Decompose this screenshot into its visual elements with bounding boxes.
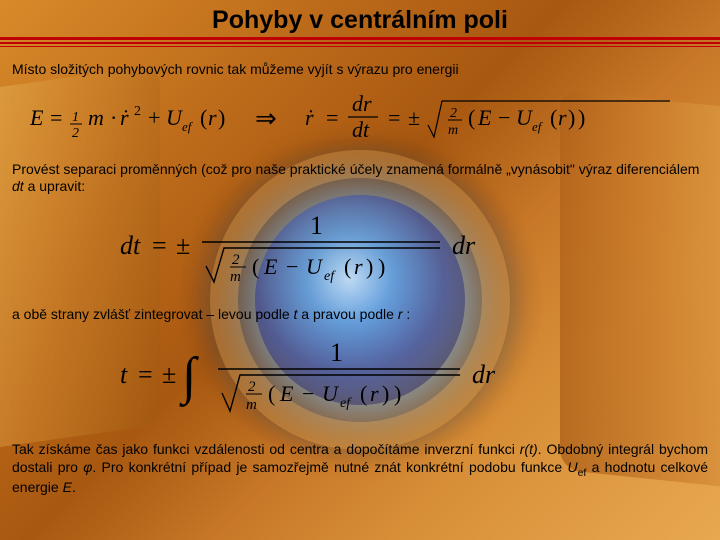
svg-text:±: ± — [176, 231, 190, 260]
svg-text:−: − — [286, 254, 298, 279]
underline-2 — [0, 42, 720, 44]
svg-text:⇒: ⇒ — [255, 104, 277, 133]
svg-text:m: m — [230, 269, 241, 285]
slide-content: Pohyby v centrálním poli Místo složitých… — [0, 0, 720, 540]
svg-text:(: ( — [252, 254, 259, 279]
svg-text:=: = — [50, 105, 62, 130]
svg-text:±: ± — [408, 105, 420, 130]
paragraph-1: Místo složitých pohybových rovnic tak mů… — [0, 61, 720, 79]
svg-text:dt: dt — [120, 231, 141, 260]
svg-text:(: ( — [550, 105, 557, 130]
svg-text:dr: dr — [352, 91, 372, 116]
svg-text:): ) — [378, 254, 385, 279]
svg-text:(: ( — [200, 105, 207, 130]
underline-3 — [0, 46, 720, 47]
svg-text:): ) — [382, 381, 389, 406]
svg-text:r: r — [208, 105, 217, 130]
svg-text:): ) — [578, 105, 585, 130]
svg-text:=: = — [388, 105, 400, 130]
svg-text:r: r — [558, 105, 567, 130]
p4-uef: Uef — [567, 459, 586, 475]
p3-mid: a pravou podle — [297, 306, 397, 322]
svg-text:E: E — [477, 105, 492, 130]
svg-text:±: ± — [162, 360, 176, 389]
svg-text:): ) — [366, 254, 373, 279]
svg-text:2: 2 — [248, 379, 256, 395]
svg-text:r: r — [354, 254, 363, 279]
p4-pre: Tak získáme čas jako funkci vzdálenosti … — [12, 441, 520, 457]
svg-text:dr: dr — [452, 231, 476, 260]
svg-text:(: ( — [268, 381, 275, 406]
svg-text:ef: ef — [324, 269, 336, 284]
p2-dt: dt — [12, 178, 24, 194]
svg-text:(: ( — [468, 105, 475, 130]
svg-text:1: 1 — [310, 211, 323, 240]
svg-text:r: r — [305, 105, 314, 130]
p3-post: : — [403, 306, 411, 322]
svg-text:): ) — [218, 105, 225, 130]
svg-text:ef: ef — [532, 119, 544, 134]
svg-text:E: E — [30, 105, 44, 130]
svg-text:ef: ef — [340, 396, 352, 411]
svg-text:=: = — [138, 360, 153, 389]
svg-text:E: E — [279, 381, 294, 406]
p2-text-post: a upravit: — [24, 178, 85, 194]
svg-text:2: 2 — [450, 106, 457, 121]
svg-text:dr: dr — [472, 360, 496, 389]
svg-text:=: = — [152, 231, 167, 260]
svg-text:r: r — [120, 105, 129, 130]
p3-pre: a obě strany zvlášť zintegrovat – levou … — [12, 306, 294, 322]
equation-2: dt = ± 1 2 m ( E − U ef ( r ) ) dr — [0, 196, 720, 296]
p4-end: . — [72, 479, 76, 495]
p4-rt: r(t) — [520, 441, 538, 457]
p4-E: E — [63, 479, 72, 495]
svg-text:m: m — [448, 123, 458, 138]
svg-text:E: E — [263, 254, 278, 279]
svg-text:): ) — [568, 105, 575, 130]
p4-phi: φ — [83, 459, 92, 475]
svg-text:(: ( — [360, 381, 367, 406]
svg-text:2: 2 — [232, 252, 240, 268]
underline-1 — [0, 37, 720, 40]
svg-text:U: U — [306, 254, 324, 279]
svg-text:m: m — [246, 397, 257, 413]
svg-text:−: − — [302, 381, 314, 406]
svg-text:1: 1 — [330, 338, 343, 367]
svg-text:m: m — [88, 105, 104, 130]
svg-text:dt: dt — [352, 117, 370, 142]
equation-1: E = 1 2 m · r ̇ 2 + U ef ( r ) ⇒ r ̇ = — [0, 79, 720, 153]
p4-mid2: . Pro konkrétní případ je samozřejmě nut… — [92, 459, 567, 475]
svg-text:2: 2 — [72, 126, 79, 141]
svg-text:ef: ef — [182, 119, 194, 134]
title-underlines — [0, 37, 720, 47]
svg-text:=: = — [326, 105, 338, 130]
svg-text:(: ( — [344, 254, 351, 279]
svg-text:U: U — [322, 381, 340, 406]
svg-text:−: − — [498, 105, 510, 130]
svg-text:∫: ∫ — [179, 348, 199, 407]
p2-text-pre: Provést separaci proměnných (což pro naš… — [12, 161, 699, 177]
svg-text:·: · — [110, 105, 117, 130]
paragraph-4: Tak získáme čas jako funkci vzdálenosti … — [0, 441, 720, 497]
paragraph-2: Provést separaci proměnných (což pro naš… — [0, 161, 720, 196]
svg-text:2: 2 — [134, 104, 141, 119]
svg-text:): ) — [394, 381, 401, 406]
svg-text:t: t — [120, 360, 128, 389]
equation-3: t = ± ∫ 1 2 m ( E − U ef ( r ) ) — [0, 323, 720, 427]
slide-title: Pohyby v centrálním poli — [0, 0, 720, 35]
svg-text:r: r — [370, 381, 379, 406]
svg-text:1: 1 — [72, 110, 79, 125]
paragraph-3: a obě strany zvlášť zintegrovat – levou … — [0, 306, 720, 324]
svg-text:+: + — [148, 105, 160, 130]
